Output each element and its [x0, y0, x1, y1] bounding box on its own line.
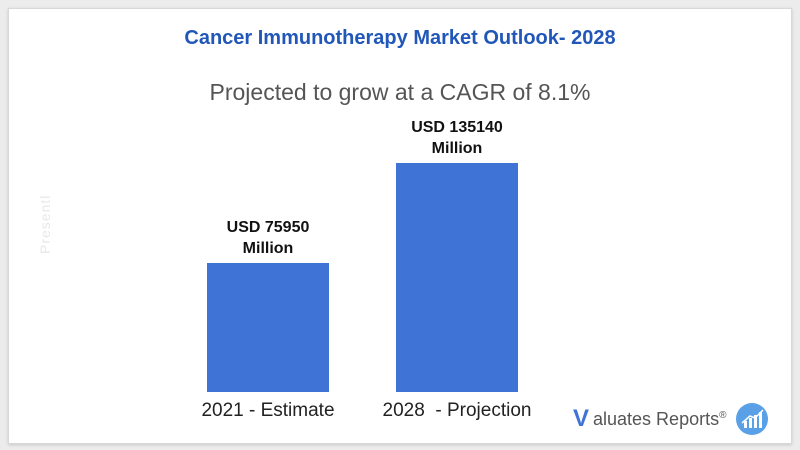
- category-label-1: 2021 - Estimate: [201, 400, 335, 421]
- bar-value-line: USD 135140: [411, 119, 503, 136]
- brand-logo: V aluates Reports®: [573, 402, 769, 436]
- chart-title: Cancer Immunotherapy Market Outlook- 202…: [184, 27, 616, 49]
- bar-value-line: Million: [431, 140, 483, 157]
- logo-text: aluates Reports®: [593, 408, 727, 429]
- chart-subtitle: Projected to grow at a CAGR of 8.1%: [209, 79, 591, 105]
- chart-growth-icon: [736, 403, 769, 435]
- bar-1: [207, 263, 329, 392]
- bar-value-label-2: USD 135140 Million: [367, 117, 547, 159]
- bar-value-label-1: USD 75950 Million: [178, 217, 358, 259]
- bar-2: [396, 163, 518, 392]
- chart-card: Cancer Immunotherapy Market Outlook- 202…: [8, 8, 792, 444]
- bar-value-line: Million: [242, 240, 294, 257]
- logo-mark: V: [573, 405, 590, 432]
- watermark: Presentl: [37, 194, 53, 254]
- category-label-2: 2028 - Projection: [382, 400, 532, 421]
- bar-value-line: USD 75950: [226, 219, 310, 236]
